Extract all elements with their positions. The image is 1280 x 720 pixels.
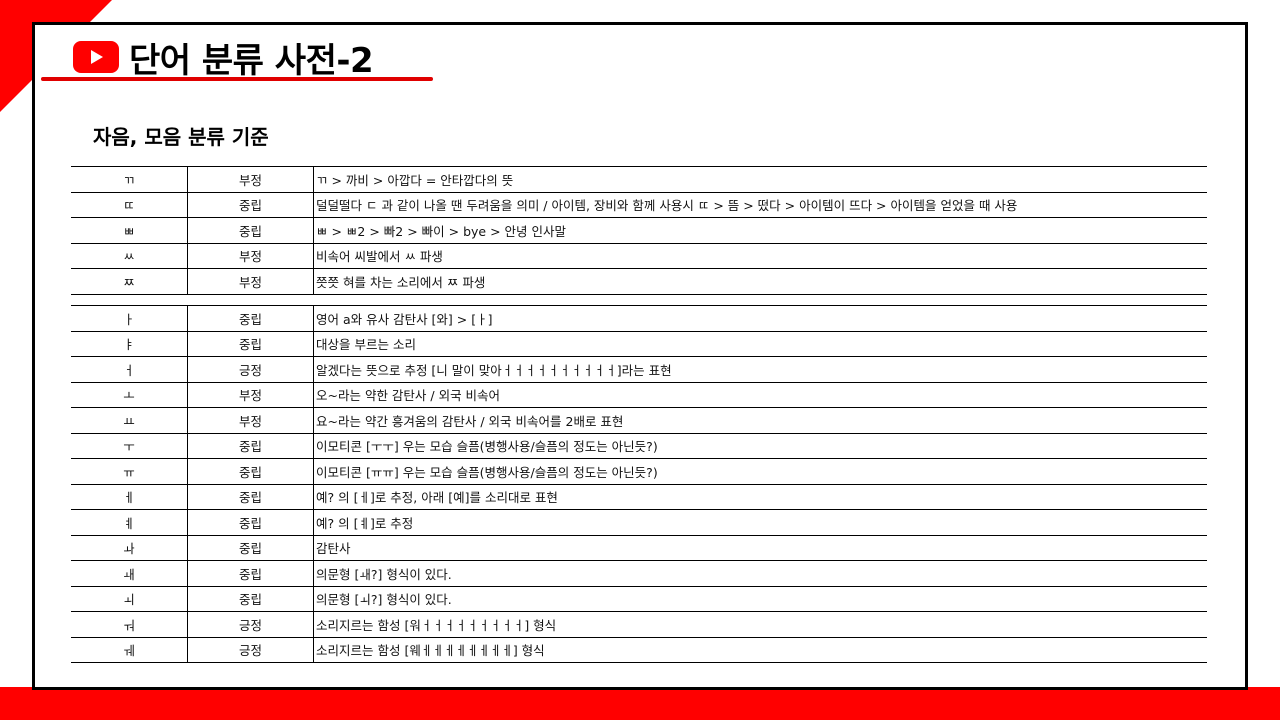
bottom-accent-bar bbox=[0, 687, 1280, 720]
sentiment-cell: 중립 bbox=[187, 585, 314, 612]
jamo-cell: ㅜ bbox=[71, 432, 188, 459]
jamo-cell: ㅘ bbox=[71, 534, 188, 561]
sentiment-cell: 긍정 bbox=[187, 356, 314, 383]
table-row: ㅖ 중립 예? 의 [ㅖ]로 추정 bbox=[71, 509, 1207, 536]
consonant-table-body: ㄲ 부정 ㄲ > 까비 > 아깝다 = 안타깝다의 뜻 ㄸ 중립 덜덜떨다 ㄷ 과 같이 … bbox=[71, 166, 1207, 295]
jamo-cell: ㅠ bbox=[71, 458, 188, 485]
sentiment-cell: 중립 bbox=[187, 330, 314, 357]
table-row: ㅜ 중립 이모티콘 [ㅜㅜ] 우는 모습 슬픔(병행사용/슬픔의 정도는 아닌듯?) bbox=[71, 432, 1207, 459]
jamo-cell: ㅆ bbox=[71, 242, 188, 269]
table-row: ㄲ 부정 ㄲ > 까비 > 아깝다 = 안타깝다의 뜻 bbox=[71, 166, 1207, 193]
page-title: 단어 분류 사전-2 bbox=[129, 40, 374, 81]
description-cell: 알겠다는 뜻으로 추정 [니 말이 맞아ㅓㅓㅓㅓㅓㅓㅓㅓㅓㅓ]라는 표현 bbox=[313, 356, 1207, 383]
table-row: ㅑ 중립 대상을 부르는 소리 bbox=[71, 330, 1207, 357]
sentiment-cell: 중립 bbox=[187, 305, 314, 332]
sentiment-cell: 긍정 bbox=[187, 636, 314, 663]
sentiment-cell: 중립 bbox=[187, 432, 314, 459]
table-row: ㅞ 긍정 소리지르는 함성 [웨ㅔㅔㅔㅔㅔㅔㅔㅔ] 형식 bbox=[71, 636, 1207, 663]
jamo-cell: ㅏ bbox=[71, 305, 188, 332]
description-cell: 대상을 부르는 소리 bbox=[313, 330, 1207, 357]
sentiment-cell: 중립 bbox=[187, 534, 314, 561]
jamo-cell: ㅗ bbox=[71, 381, 188, 408]
description-cell: 소리지르는 함성 [웨ㅔㅔㅔㅔㅔㅔㅔㅔ] 형식 bbox=[313, 636, 1207, 663]
jamo-cell: ㅓ bbox=[71, 356, 188, 383]
sentiment-cell: 부정 bbox=[187, 407, 314, 434]
youtube-play-icon bbox=[73, 41, 119, 73]
description-cell: 쯧쯧 혀를 차는 소리에서 ㅉ 파생 bbox=[313, 268, 1207, 295]
description-cell: 예? 의 [ㅖ]로 추정 bbox=[313, 509, 1207, 536]
table-row: ㅆ 부정 비속어 씨발에서 ㅆ 파생 bbox=[71, 242, 1207, 269]
sentiment-cell: 중립 bbox=[187, 560, 314, 587]
sentiment-cell: 부정 bbox=[187, 381, 314, 408]
description-cell: 소리지르는 함성 [워ㅓㅓㅓㅓㅓㅓㅓㅓㅓ] 형식 bbox=[313, 611, 1207, 638]
sentiment-cell: 부정 bbox=[187, 242, 314, 269]
description-cell: 요~라는 약간 흥겨움의 감탄사 / 외국 비속어를 2배로 표현 bbox=[313, 407, 1207, 434]
table-row: ㅉ 부정 쯧쯧 혀를 차는 소리에서 ㅉ 파생 bbox=[71, 268, 1207, 295]
jamo-cell: ㅑ bbox=[71, 330, 188, 357]
jamo-cell: ㅛ bbox=[71, 407, 188, 434]
sentiment-cell: 중립 bbox=[187, 217, 314, 244]
table-row: ㅠ 중립 이모티콘 [ㅠㅠ] 우는 모습 슬픔(병행사용/슬픔의 정도는 아닌듯?) bbox=[71, 458, 1207, 485]
description-cell: 의문형 [ㅚ?] 형식이 있다. bbox=[313, 585, 1207, 612]
description-cell: 의문형 [ㅙ?] 형식이 있다. bbox=[313, 560, 1207, 587]
table-row: ㅛ 부정 요~라는 약간 흥겨움의 감탄사 / 외국 비속어를 2배로 표현 bbox=[71, 407, 1207, 434]
description-cell: ㅃ > ㅃ2 > 빠2 > 빠이 > bye > 안녕 인사말 bbox=[313, 217, 1207, 244]
table-row: ㅓ 긍정 알겠다는 뜻으로 추정 [니 말이 맞아ㅓㅓㅓㅓㅓㅓㅓㅓㅓㅓ]라는 표현 bbox=[71, 356, 1207, 383]
jamo-cell: ㄸ bbox=[71, 191, 188, 218]
sentiment-cell: 긍정 bbox=[187, 611, 314, 638]
jamo-cell: ㅞ bbox=[71, 636, 188, 663]
table-row: ㅃ 중립 ㅃ > ㅃ2 > 빠2 > 빠이 > bye > 안녕 인사말 bbox=[71, 217, 1207, 244]
vowel-table: ㅏ 중립 영어 a와 유사 감탄사 [와] > [ㅏ] ㅑ 중립 대상을 부르는 소리 ㅓ 긍… bbox=[71, 305, 1207, 663]
jamo-cell: ㅝ bbox=[71, 611, 188, 638]
sentiment-cell: 중립 bbox=[187, 509, 314, 536]
table-row: ㄸ 중립 덜덜떨다 ㄷ 과 같이 나올 땐 두려움을 의미 / 아이템, 장비와 함… bbox=[71, 191, 1207, 218]
table-row: ㅚ 중립 의문형 [ㅚ?] 형식이 있다. bbox=[71, 585, 1207, 612]
description-cell: 오~라는 약한 감탄사 / 외국 비속어 bbox=[313, 381, 1207, 408]
jamo-cell: ㅖ bbox=[71, 509, 188, 536]
sentiment-cell: 중립 bbox=[187, 483, 314, 510]
description-cell: ㄲ > 까비 > 아깝다 = 안타깝다의 뜻 bbox=[313, 166, 1207, 193]
slide-frame: 단어 분류 사전-2 자음, 모음 분류 기준 ㄲ 부정 ㄲ > 까비 > 아깝다 … bbox=[32, 22, 1248, 690]
description-cell: 영어 a와 유사 감탄사 [와] > [ㅏ] bbox=[313, 305, 1207, 332]
vowel-table-body: ㅏ 중립 영어 a와 유사 감탄사 [와] > [ㅏ] ㅑ 중립 대상을 부르는 소리 ㅓ 긍… bbox=[71, 305, 1207, 663]
title-underline bbox=[41, 77, 433, 81]
table-row: ㅘ 중립 감탄사 bbox=[71, 534, 1207, 561]
sentiment-cell: 중립 bbox=[187, 458, 314, 485]
sentiment-cell: 부정 bbox=[187, 268, 314, 295]
table-row: ㅙ 중립 의문형 [ㅙ?] 형식이 있다. bbox=[71, 560, 1207, 587]
description-cell: 덜덜떨다 ㄷ 과 같이 나올 땐 두려움을 의미 / 아이템, 장비와 함께 사… bbox=[313, 191, 1207, 218]
section-subtitle: 자음, 모음 분류 기준 bbox=[93, 125, 269, 149]
table-row: ㅗ 부정 오~라는 약한 감탄사 / 외국 비속어 bbox=[71, 381, 1207, 408]
consonant-table: ㄲ 부정 ㄲ > 까비 > 아깝다 = 안타깝다의 뜻 ㄸ 중립 덜덜떨다 ㄷ 과 같이 … bbox=[71, 166, 1207, 295]
sentiment-cell: 중립 bbox=[187, 191, 314, 218]
jamo-cell: ㅉ bbox=[71, 268, 188, 295]
table-row: ㅏ 중립 영어 a와 유사 감탄사 [와] > [ㅏ] bbox=[71, 305, 1207, 332]
jamo-cell: ㄲ bbox=[71, 166, 188, 193]
description-cell: 이모티콘 [ㅠㅠ] 우는 모습 슬픔(병행사용/슬픔의 정도는 아닌듯?) bbox=[313, 458, 1207, 485]
jamo-cell: ㅃ bbox=[71, 217, 188, 244]
description-cell: 예? 의 [ㅔ]로 추정, 아래 [예]를 소리대로 표현 bbox=[313, 483, 1207, 510]
table-row: ㅝ 긍정 소리지르는 함성 [워ㅓㅓㅓㅓㅓㅓㅓㅓㅓ] 형식 bbox=[71, 611, 1207, 638]
jamo-cell: ㅚ bbox=[71, 585, 188, 612]
jamo-cell: ㅙ bbox=[71, 560, 188, 587]
title-row: 단어 분류 사전-2 bbox=[73, 35, 374, 81]
description-cell: 비속어 씨발에서 ㅆ 파생 bbox=[313, 242, 1207, 269]
sentiment-cell: 부정 bbox=[187, 166, 314, 193]
description-cell: 이모티콘 [ㅜㅜ] 우는 모습 슬픔(병행사용/슬픔의 정도는 아닌듯?) bbox=[313, 432, 1207, 459]
table-row: ㅔ 중립 예? 의 [ㅔ]로 추정, 아래 [예]를 소리대로 표현 bbox=[71, 483, 1207, 510]
jamo-cell: ㅔ bbox=[71, 483, 188, 510]
description-cell: 감탄사 bbox=[313, 534, 1207, 561]
